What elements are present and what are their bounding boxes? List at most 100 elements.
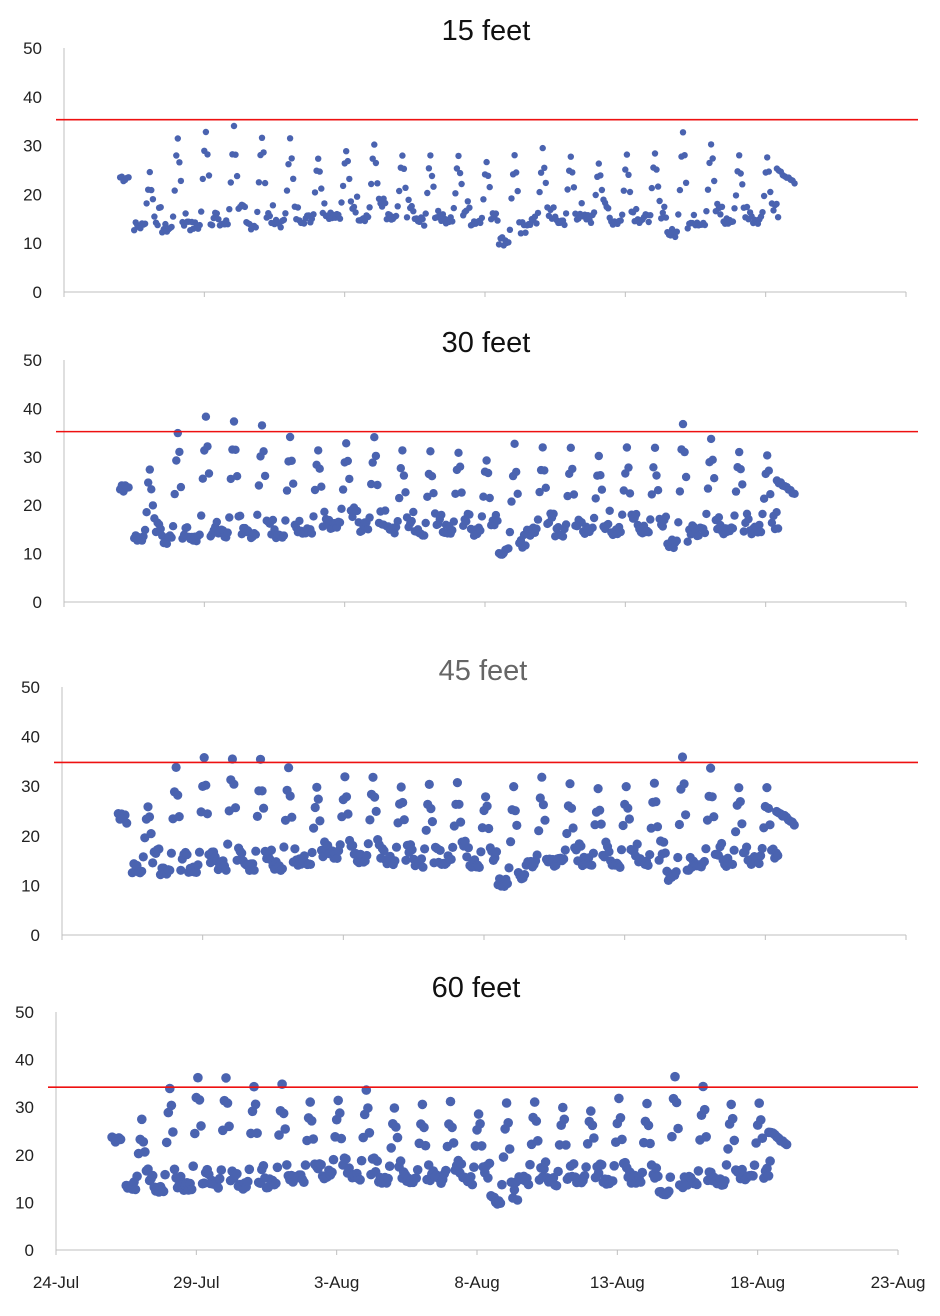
data-point: [260, 149, 267, 156]
data-point: [227, 754, 237, 764]
data-point: [237, 848, 247, 858]
data-point: [512, 467, 521, 477]
data-point: [671, 1097, 682, 1108]
data-point: [755, 520, 764, 530]
y-tick-label: 20: [23, 185, 42, 204]
data-point: [371, 141, 378, 148]
data-point: [491, 847, 502, 857]
data-point: [645, 1138, 655, 1149]
data-point: [316, 1159, 326, 1170]
data-point: [347, 198, 355, 205]
data-point: [693, 1166, 704, 1176]
data-point: [450, 204, 457, 212]
data-point: [643, 860, 653, 871]
data-point: [336, 1133, 347, 1144]
data-point: [562, 210, 570, 217]
data-point: [139, 532, 148, 541]
data-point: [646, 515, 655, 524]
data-point: [479, 492, 488, 501]
data-point: [781, 1139, 792, 1150]
data-point: [513, 489, 522, 498]
data-point: [190, 1128, 200, 1139]
data-point: [384, 1161, 395, 1171]
data-point: [482, 801, 492, 811]
data-point: [182, 850, 192, 860]
data-point: [254, 208, 261, 216]
data-point: [311, 189, 319, 196]
data-point: [535, 487, 544, 497]
data-point: [617, 1134, 627, 1145]
data-point: [765, 820, 775, 830]
data-point: [316, 168, 323, 175]
data-point: [765, 1156, 775, 1166]
data-point: [473, 1109, 484, 1119]
data-point: [193, 860, 203, 870]
data-point: [520, 870, 530, 880]
data-point: [563, 491, 572, 501]
data-point: [731, 487, 741, 496]
data-point: [651, 797, 661, 807]
data-point: [309, 823, 319, 833]
data-point: [365, 815, 375, 825]
data-point: [647, 490, 656, 499]
y-tick-label: 20: [21, 827, 40, 846]
data-point: [477, 219, 484, 227]
data-point: [615, 862, 625, 873]
data-point: [441, 1165, 451, 1176]
data-point: [721, 1160, 732, 1170]
data-point: [166, 1100, 177, 1111]
data-point: [694, 531, 703, 540]
data-point: [272, 1162, 283, 1173]
data-point: [703, 484, 713, 493]
data-point: [533, 515, 543, 524]
data-point: [407, 516, 416, 526]
data-point: [510, 439, 519, 448]
data-point: [175, 447, 184, 457]
data-point: [161, 1137, 172, 1148]
data-point: [591, 494, 600, 503]
data-point: [537, 169, 545, 176]
data-point: [230, 803, 241, 813]
data-point: [560, 845, 570, 855]
data-point: [455, 152, 462, 160]
data-point: [287, 812, 297, 822]
data-point: [492, 210, 500, 217]
data-point: [754, 1098, 764, 1108]
data-point: [458, 180, 465, 188]
data-point: [561, 1140, 571, 1150]
data-point: [315, 464, 324, 473]
data-point: [509, 782, 519, 792]
data-point: [633, 205, 640, 213]
data-point: [616, 845, 627, 855]
data-point: [542, 179, 549, 187]
data-point: [447, 1122, 457, 1133]
data-point: [199, 753, 209, 763]
data-point: [727, 859, 738, 870]
data-point: [622, 443, 632, 452]
data-point: [202, 128, 210, 136]
data-point: [559, 1114, 570, 1125]
data-point: [363, 525, 373, 534]
data-point: [285, 161, 292, 168]
data-point: [729, 845, 739, 855]
data-point: [174, 812, 184, 822]
data-point: [259, 447, 268, 456]
data-point: [194, 847, 205, 857]
data-point: [681, 152, 688, 159]
data-point: [321, 200, 328, 207]
data-point: [422, 210, 429, 217]
data-point: [280, 216, 288, 223]
data-point: [763, 1171, 774, 1181]
y-tick-label: 10: [21, 876, 40, 895]
data-point: [701, 221, 709, 229]
data-point: [429, 489, 438, 498]
data-point: [199, 175, 206, 183]
data-point: [138, 852, 148, 862]
data-point: [252, 1128, 262, 1138]
data-point: [158, 1186, 169, 1197]
data-point: [346, 175, 353, 183]
data-point: [536, 188, 543, 196]
data-point: [667, 1131, 677, 1142]
data-point: [714, 513, 724, 522]
data-point: [706, 763, 716, 773]
